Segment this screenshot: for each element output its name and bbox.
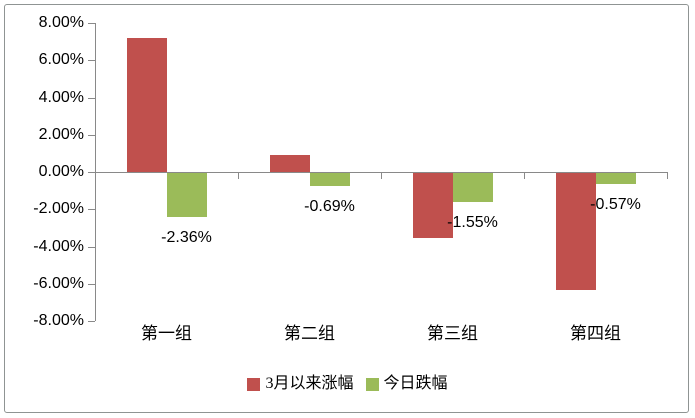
y-axis-tick-label: -8.00% (33, 312, 84, 329)
category-label: 第三组 (427, 324, 478, 343)
y-axis-tick (88, 134, 95, 136)
bar-series1 (555, 173, 596, 291)
y-axis-tick-label: 8.00% (38, 14, 84, 31)
y-axis-tick-label: -6.00% (33, 274, 84, 292)
category-tick (381, 172, 382, 179)
data-label: -0.57% (590, 195, 641, 213)
y-axis-tick (88, 23, 95, 24)
category-label: 第二组 (284, 324, 335, 343)
category-tick (667, 172, 668, 179)
bar-series2 (309, 173, 350, 186)
y-axis-tick (88, 283, 95, 285)
y-axis-tick (88, 172, 95, 173)
bar-series2 (452, 173, 493, 202)
category-label: 第四组 (570, 324, 621, 343)
legend-item: 今日跌幅 (365, 375, 448, 393)
data-label: -0.69% (304, 197, 355, 215)
y-axis-tick-label: -2.00% (33, 200, 84, 218)
bar-series1 (126, 37, 167, 172)
y-axis-tick (88, 246, 95, 248)
legend-item: 3月以来涨幅 (247, 375, 354, 393)
bar-series1 (412, 173, 453, 239)
y-axis-tick (88, 209, 95, 211)
legend: 3月以来涨幅 今日跌幅 (0, 372, 695, 396)
y-axis-tick (88, 60, 95, 62)
bar-series1 (269, 155, 310, 172)
y-axis-tick-label: 2.00% (38, 125, 84, 143)
legend-swatch-icon (365, 377, 379, 391)
category-tick (524, 172, 525, 179)
y-axis-tick-label: 0.00% (38, 163, 84, 180)
y-axis-tick (88, 321, 95, 322)
legend-label: 3月以来涨幅 (265, 375, 354, 392)
bar-series2 (595, 173, 636, 184)
y-axis-tick-label: 4.00% (38, 88, 84, 106)
y-axis-tick-label: 6.00% (38, 51, 84, 69)
y-axis-tick-label: -4.00% (33, 237, 84, 255)
y-axis-tick (88, 97, 95, 99)
category-tick (238, 172, 239, 179)
category-label: 第一组 (141, 324, 192, 343)
data-label: -1.55% (447, 213, 498, 231)
category-tick (95, 172, 96, 179)
legend-label: 今日跌幅 (383, 375, 448, 392)
data-label: -2.36% (161, 228, 212, 246)
bar-series2 (166, 173, 207, 217)
legend-swatch-icon (247, 377, 261, 391)
